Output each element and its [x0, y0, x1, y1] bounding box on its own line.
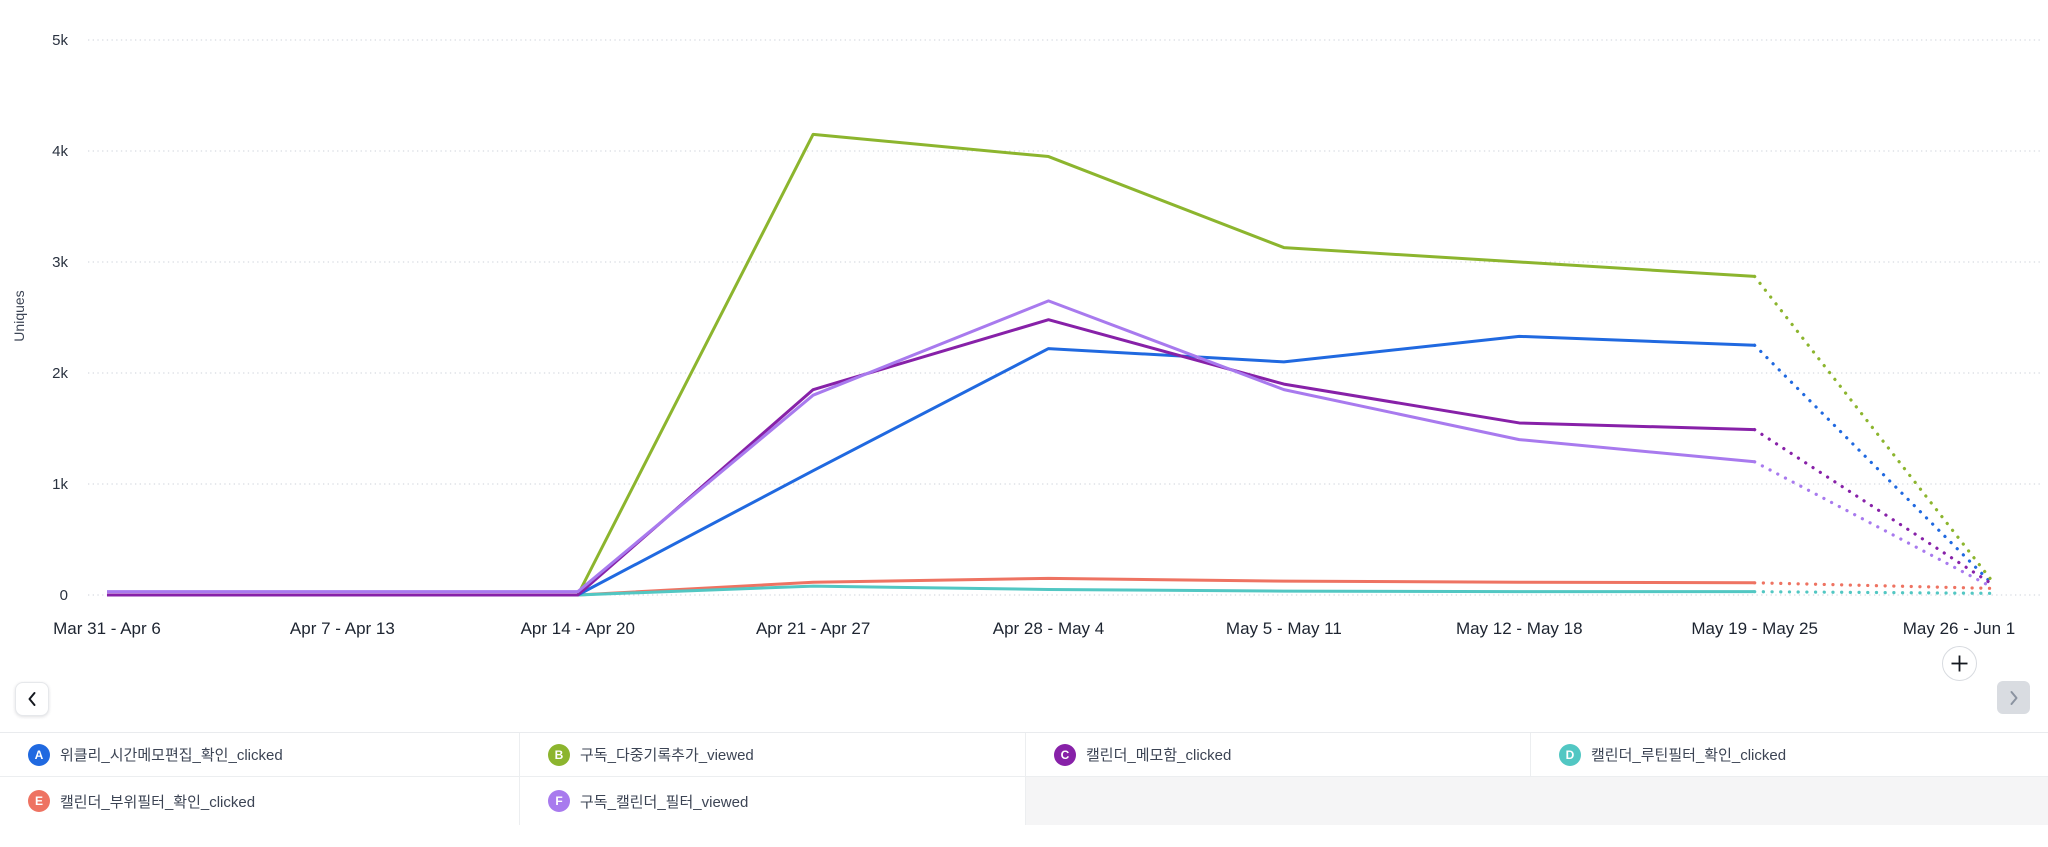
plus-icon — [1951, 655, 1968, 672]
x-tick-label: Apr 14 - Apr 20 — [521, 619, 635, 638]
series-line-e-projected[interactable] — [1753, 581, 1992, 590]
legend-item-b[interactable]: B 구독_다중기록추가_viewed — [520, 733, 1026, 777]
series-line-c[interactable] — [107, 318, 1755, 597]
y-tick-label: 3k — [52, 254, 68, 271]
legend-item-e[interactable]: E 캘린더_부위필터_확인_clicked — [0, 777, 520, 825]
x-tick-label: May 26 - Jun 1 — [1903, 619, 2015, 638]
x-tick-label: May 19 - May 25 — [1691, 619, 1818, 638]
chevron-left-icon — [28, 692, 36, 706]
next-page-button[interactable] — [1997, 681, 2030, 714]
line-chart: 5k 4k 3k 2k 1k 0 Uniques Mar 31 - Apr 6 Apr 7 - … — [11, 32, 2040, 638]
series-badge-icon: A — [28, 743, 50, 766]
y-tick-label: 1k — [52, 476, 68, 493]
y-axis-title: Uniques — [11, 290, 27, 341]
legend-item-label: 캘린더_부위필터_확인_clicked — [60, 793, 256, 811]
x-tick-label: Apr 7 - Apr 13 — [290, 619, 395, 638]
add-annotation-button[interactable] — [1942, 646, 1977, 681]
y-tick-label: 5k — [52, 32, 68, 49]
legend-item-label: 구독_캘린더_필터_viewed — [580, 793, 749, 811]
series-line-a-projected[interactable] — [1753, 343, 1992, 584]
chevron-right-icon — [2010, 690, 2017, 705]
x-tick-label: May 5 - May 11 — [1226, 619, 1342, 638]
series-legend-table: A 위클리_시간메모편집_확인_clicked B 구독_다중기록추가_viewed C… — [0, 732, 2048, 825]
x-tick-label: May 12 - May 18 — [1456, 619, 1583, 638]
legend-item-a[interactable]: A 위클리_시간메모편집_확인_clicked — [0, 733, 520, 777]
legend-empty-cell — [1026, 777, 2048, 825]
series-line-c-projected[interactable] — [1753, 428, 1992, 585]
x-tick-label: Apr 28 - May 4 — [993, 619, 1105, 638]
x-tick-label: Apr 21 - Apr 27 — [756, 619, 870, 638]
series-line-b[interactable] — [107, 132, 1755, 597]
series-line-b-projected[interactable] — [1753, 274, 1992, 580]
series-badge-icon: F — [548, 790, 570, 812]
series-line-f-projected[interactable] — [1753, 460, 1992, 588]
y-tick-label: 4k — [52, 143, 68, 160]
series-line-f[interactable] — [107, 299, 1755, 594]
legend-item-label: 캘린더_메모함_clicked — [1086, 747, 1232, 764]
series-badge-icon: E — [28, 790, 50, 812]
y-tick-label: 0 — [60, 587, 68, 604]
series-line-a[interactable] — [107, 334, 1755, 597]
series-badge-icon: B — [548, 743, 570, 766]
legend-item-c[interactable]: C 캘린더_메모함_clicked — [1026, 733, 1531, 777]
prev-page-button[interactable] — [15, 682, 49, 716]
legend-item-f[interactable]: F 구독_캘린더_필터_viewed — [520, 777, 1026, 825]
legend-item-label: 캘린더_루틴필터_확인_clicked — [1591, 747, 1787, 764]
legend-item-d[interactable]: D 캘린더_루틴필터_확인_clicked — [1531, 733, 2048, 777]
x-tick-label: Mar 31 - Apr 6 — [53, 619, 161, 638]
series-badge-icon: D — [1559, 743, 1581, 766]
legend-item-label: 위클리_시간메모편집_확인_clicked — [60, 747, 283, 764]
series-badge-icon: C — [1054, 743, 1076, 766]
y-tick-label: 2k — [52, 365, 68, 382]
series-line-d-projected[interactable] — [1753, 590, 1992, 595]
legend-item-label: 구독_다중기록추가_viewed — [580, 747, 754, 764]
